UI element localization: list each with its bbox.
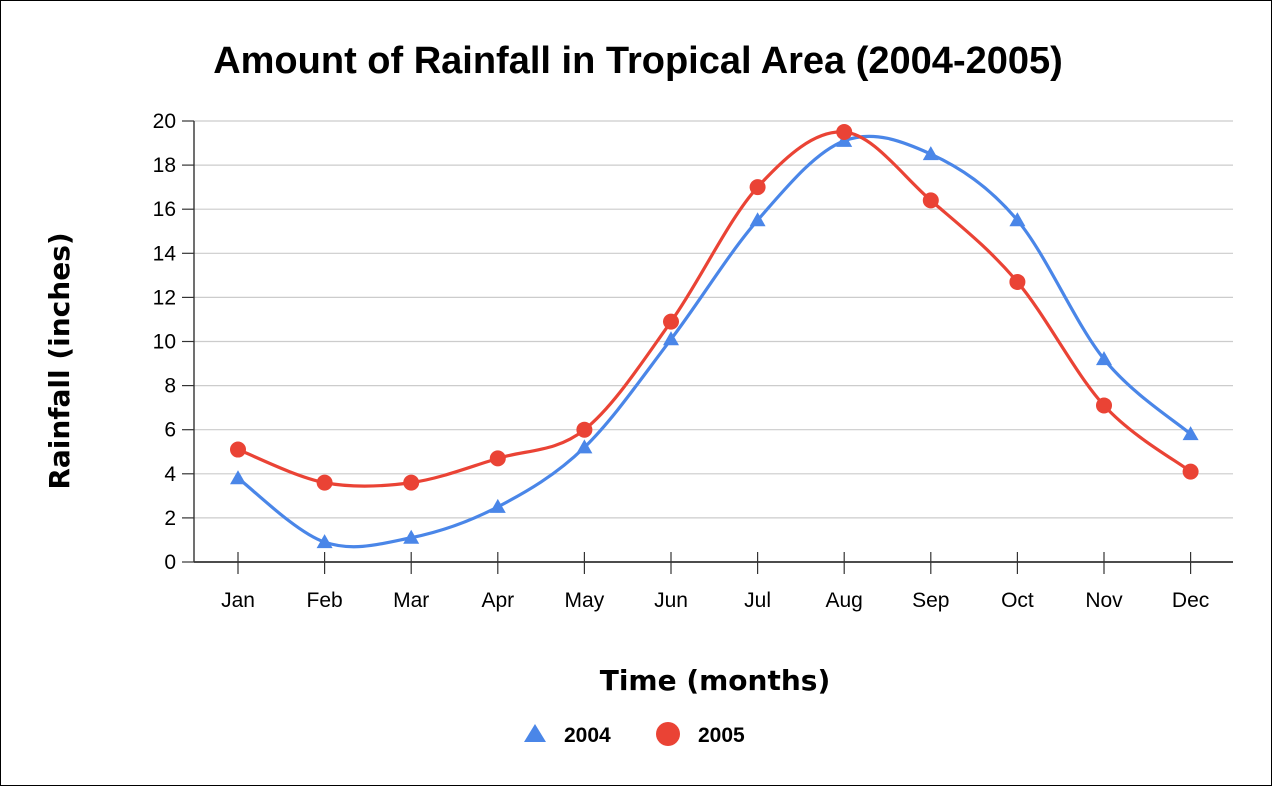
series-markers bbox=[230, 124, 1199, 549]
y-tick-label: 14 bbox=[153, 242, 177, 265]
data-point-2005 bbox=[489, 450, 506, 467]
axes: 0 2 4 6 8 10 12 14 16 18 20 Jan Feb Mar Apr May Jun Jul Au… bbox=[153, 110, 1233, 612]
legend-label-2005: 2005 bbox=[698, 724, 745, 747]
data-point-2004 bbox=[663, 331, 679, 346]
data-point-2005 bbox=[1182, 463, 1199, 480]
data-point-2005 bbox=[1009, 273, 1026, 290]
legend-marker-2005 bbox=[656, 722, 680, 746]
y-tick-label: 16 bbox=[153, 198, 176, 221]
x-tick-label: Apr bbox=[481, 589, 514, 612]
data-point-2004 bbox=[403, 529, 420, 544]
legend-marker-2004 bbox=[524, 724, 546, 742]
data-point-2005 bbox=[663, 313, 679, 330]
y-tick-label: 10 bbox=[153, 331, 176, 354]
x-tick-label: Jun bbox=[654, 589, 688, 612]
chart-title: Amount of Rainfall in Tropical Area (200… bbox=[213, 40, 1063, 82]
x-tick-label: Sep bbox=[912, 589, 949, 612]
x-tick-label: Mar bbox=[393, 589, 429, 612]
x-axis-title: Time (months) bbox=[600, 664, 831, 697]
legend: 2004 2005 bbox=[524, 722, 745, 747]
x-tick-label: Nov bbox=[1085, 589, 1123, 612]
y-tick-label: 6 bbox=[164, 419, 176, 442]
y-tick-label: 0 bbox=[164, 551, 176, 574]
data-point-2004 bbox=[316, 534, 333, 549]
x-tick-label: Aug bbox=[826, 589, 863, 612]
x-tick-label: Oct bbox=[1001, 589, 1034, 612]
y-tick-label: 2 bbox=[164, 507, 176, 530]
data-point-2005 bbox=[576, 421, 593, 438]
data-point-2004 bbox=[922, 146, 939, 161]
series-line-2005 bbox=[236, 130, 1193, 488]
x-tick-label: Jan bbox=[221, 589, 255, 612]
data-point-2005 bbox=[1096, 397, 1112, 414]
data-point-2005 bbox=[316, 474, 333, 491]
data-point-2004 bbox=[1182, 426, 1199, 441]
y-tick-label: 8 bbox=[164, 375, 176, 398]
data-point-2004 bbox=[576, 439, 593, 454]
data-point-2004 bbox=[230, 470, 246, 485]
data-point-2005 bbox=[836, 124, 853, 141]
y-tick-label: 20 bbox=[153, 110, 176, 133]
data-point-2004 bbox=[1009, 212, 1026, 227]
y-tick-label: 18 bbox=[153, 154, 176, 177]
data-point-2005 bbox=[403, 474, 420, 491]
data-point-2004 bbox=[489, 498, 506, 513]
x-tick-label: Dec bbox=[1172, 589, 1209, 612]
x-tick-label: May bbox=[565, 589, 605, 612]
data-point-2005 bbox=[922, 192, 939, 209]
legend-label-2004: 2004 bbox=[564, 724, 611, 747]
series-lines bbox=[236, 130, 1193, 549]
data-point-2004 bbox=[749, 212, 766, 227]
x-tick-label: Jul bbox=[744, 589, 771, 612]
y-tick-label: 12 bbox=[153, 286, 176, 309]
data-point-2005 bbox=[749, 179, 766, 196]
y-axis-title: Rainfall (inches) bbox=[43, 232, 76, 489]
data-point-2005 bbox=[230, 441, 246, 458]
y-tick-label: 4 bbox=[164, 463, 176, 486]
x-tick-label: Feb bbox=[307, 589, 343, 612]
gridlines bbox=[194, 120, 1233, 519]
data-point-2004 bbox=[1096, 351, 1112, 366]
